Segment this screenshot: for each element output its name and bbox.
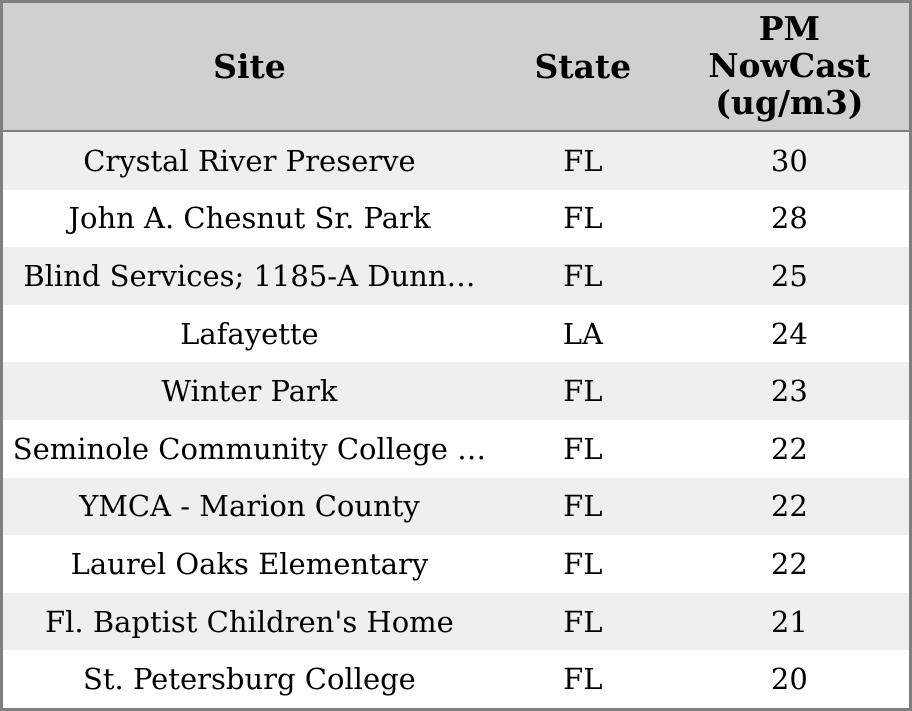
site-cell: Laurel Oaks Elementary <box>70 546 429 581</box>
table-row: Fl. Baptist Children's Home FL 21 <box>3 592 909 651</box>
site-cell: St. Petersburg College <box>82 662 416 697</box>
table-row: Seminole Community College … FL 22 <box>3 419 909 478</box>
site-cell: Blind Services; 1185-A Dunn… <box>23 258 476 293</box>
table-header-row: Site State PM NowCast (ug/m3) <box>3 3 909 132</box>
table-row: Blind Services; 1185-A Dunn… FL 25 <box>3 247 909 305</box>
table-row: John A. Chesnut Sr. Park FL 28 <box>3 189 909 248</box>
site-cell: Winter Park <box>161 374 338 409</box>
site-cell: Lafayette <box>180 316 319 351</box>
site-cell: Crystal River Preserve <box>83 143 416 178</box>
state-cell: FL <box>563 662 603 697</box>
pm-cell: 30 <box>770 143 808 178</box>
pm-cell: 22 <box>770 546 808 581</box>
pm-cell: 28 <box>770 201 808 236</box>
state-cell: FL <box>563 431 603 466</box>
table-row: Laurel Oaks Elementary FL 22 <box>3 535 909 593</box>
pm-cell: 24 <box>770 316 808 351</box>
pm-header-line-3: (ug/m3) <box>715 82 864 122</box>
site-cell: John A. Chesnut Sr. Park <box>68 201 431 236</box>
column-header-pm-nowcast: PM NowCast (ug/m3) <box>670 11 909 122</box>
state-cell: FL <box>563 604 603 639</box>
state-cell: FL <box>563 546 603 581</box>
pm-cell: 22 <box>770 489 808 524</box>
site-cell: YMCA - Marion County <box>79 489 420 524</box>
state-cell: LA <box>562 316 603 351</box>
pm-cell: 23 <box>770 374 808 409</box>
pm-cell: 20 <box>770 662 808 697</box>
pm-header-line-1: PM <box>758 11 821 49</box>
site-cell: Seminole Community College … <box>12 431 487 466</box>
table-row: St. Petersburg College FL 20 <box>3 650 909 708</box>
pm-header-line-2: NowCast <box>708 46 871 86</box>
table-row: YMCA - Marion County FL 22 <box>3 477 909 536</box>
state-cell: FL <box>563 258 603 293</box>
state-cell: FL <box>563 489 603 524</box>
state-cell: FL <box>563 201 603 236</box>
table-row: Lafayette LA 24 <box>3 304 909 363</box>
pm-cell: 21 <box>770 604 808 639</box>
state-cell: FL <box>563 374 603 409</box>
state-cell: FL <box>563 143 603 178</box>
pm-cell: 22 <box>770 431 808 466</box>
column-header-state: State <box>534 47 632 86</box>
column-header-site: Site <box>213 47 286 86</box>
table-row: Winter Park FL 23 <box>3 362 909 420</box>
site-cell: Fl. Baptist Children's Home <box>45 604 454 639</box>
table-row: Crystal River Preserve FL 30 <box>3 132 909 190</box>
pm-cell: 25 <box>770 258 808 293</box>
